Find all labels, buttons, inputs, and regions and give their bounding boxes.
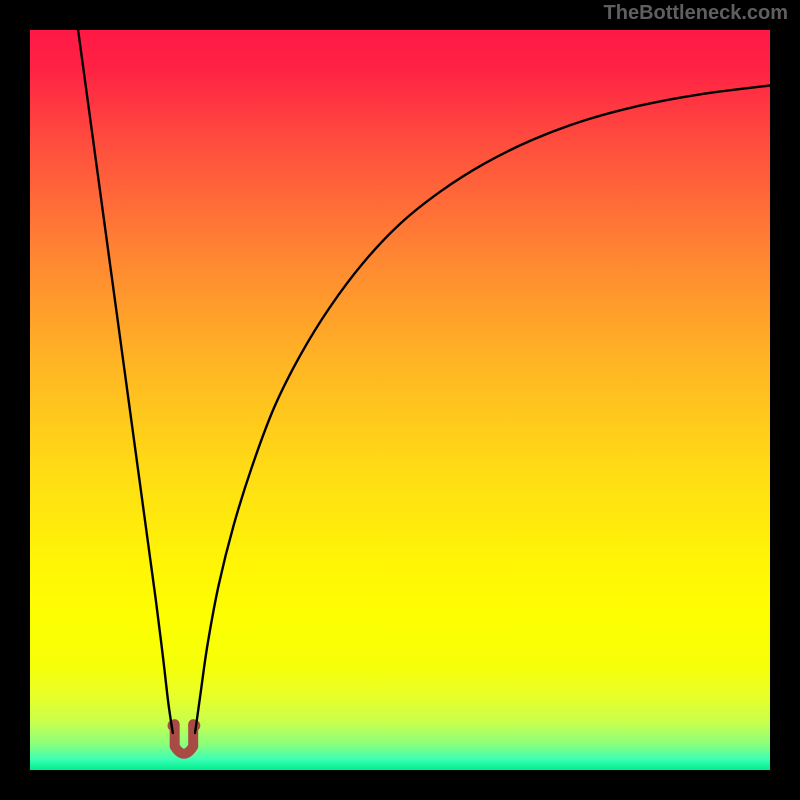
left-descent-curve [78,30,173,733]
valley-endpoint-dot [168,720,180,732]
watermark-text: TheBottleneck.com [604,2,788,25]
plot-area [30,30,770,770]
bottleneck-curves [30,30,770,770]
right-ascent-curve [195,86,770,734]
figure-container: { "figure": { "width_px": 800, "height_p… [0,0,800,800]
